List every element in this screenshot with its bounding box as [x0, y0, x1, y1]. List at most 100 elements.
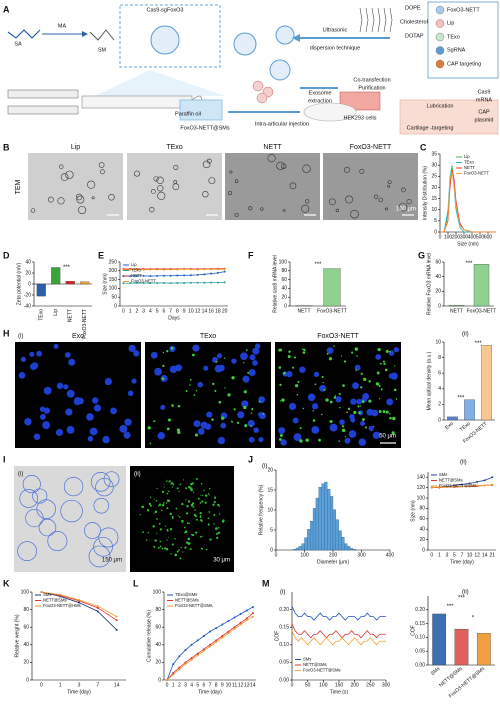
- nucleus: [252, 360, 258, 366]
- point: [196, 639, 199, 642]
- green-signal: [171, 486, 174, 488]
- green-signal: [250, 424, 252, 427]
- schematic-label: MA: [58, 23, 67, 29]
- green-signal: [211, 418, 214, 421]
- green-signal: [200, 494, 202, 496]
- lipid: [371, 7, 375, 33]
- schematic-label: Ultrasonic: [323, 27, 348, 33]
- x-axis-title: Time (day): [450, 559, 474, 565]
- x-tick-label: 21: [489, 552, 495, 558]
- nucleus: [237, 411, 245, 419]
- green-signal: [156, 487, 158, 490]
- x-tick-label: 7: [169, 308, 172, 314]
- green-signal: [205, 548, 208, 551]
- particle: [228, 191, 233, 196]
- x-tick-label: 7: [96, 682, 99, 688]
- x-tick-label: 14: [482, 552, 488, 558]
- nucleus: [73, 398, 81, 406]
- green-signal: [322, 382, 324, 384]
- nucleus: [127, 390, 134, 397]
- schematic-label: CAP targeting: [447, 61, 481, 67]
- green-signal: [321, 375, 324, 378]
- significance: ***: [457, 396, 465, 402]
- x-tick-label: FoxO3-NETT: [82, 309, 88, 339]
- particle: [87, 180, 96, 189]
- nucleus: [319, 384, 327, 392]
- point: [210, 281, 213, 284]
- green-signal: [163, 486, 165, 488]
- point: [184, 661, 187, 664]
- y-tick-label: 100: [279, 259, 288, 265]
- particle: [153, 176, 159, 182]
- sa-chain: [7, 29, 41, 39]
- green-signal: [154, 510, 158, 514]
- green-signal: [177, 404, 181, 408]
- x-axis-title: Time (s): [330, 689, 348, 695]
- x-tick-label: 150: [335, 682, 344, 688]
- histogram-bar: [341, 537, 345, 551]
- x-tick-label: 0: [166, 682, 169, 688]
- nucleus: [197, 381, 203, 388]
- nucleus: [86, 413, 94, 421]
- green-signal: [187, 542, 191, 546]
- x-tick-label: 600: [484, 234, 493, 240]
- x-tick-label: NETT: [450, 308, 463, 314]
- green-signal: [344, 436, 347, 438]
- nucleus: [253, 427, 259, 433]
- y-axis-title: Size (nm): [410, 500, 416, 522]
- point: [223, 268, 226, 271]
- point: [215, 639, 218, 642]
- green-signal: [360, 386, 363, 389]
- histogram-bar: [318, 487, 322, 551]
- point: [216, 268, 219, 271]
- x-tick-label: 20: [222, 308, 228, 314]
- green-signal: [202, 494, 204, 497]
- y-axis-title: Zeta potential (mV): [16, 262, 22, 305]
- y-tick-label: 0.15: [279, 625, 289, 631]
- point: [129, 275, 132, 278]
- y-tick-label: 100: [417, 495, 426, 501]
- green-signal: [195, 531, 198, 534]
- tem-image: [28, 153, 123, 220]
- y-tick-label: 80: [23, 607, 29, 613]
- green-signal: [194, 515, 197, 518]
- point: [239, 621, 242, 624]
- point: [216, 281, 219, 284]
- particle: [305, 199, 310, 204]
- x-tick-label: 0: [439, 234, 442, 240]
- sub-label: (ii): [462, 332, 469, 338]
- nucleus: [288, 402, 297, 411]
- legend-label: NETT@SMs: [43, 598, 67, 603]
- green-signal: [162, 502, 165, 504]
- green-signal: [363, 377, 367, 381]
- legend-icon: [435, 19, 445, 28]
- point: [196, 652, 199, 655]
- green-signal: [236, 421, 240, 425]
- green-signal: [156, 532, 158, 534]
- panel-label: A: [3, 4, 10, 14]
- x-axis-title: Time (day): [67, 689, 91, 695]
- syringe: [7, 105, 79, 115]
- green-signal: [224, 387, 226, 389]
- x-tick-label: 6: [202, 682, 205, 688]
- x-tick-label: 400: [386, 552, 395, 558]
- point: [169, 268, 172, 271]
- green-signal: [183, 526, 186, 529]
- y-tick-label: 140: [417, 475, 426, 481]
- green-signal: [177, 430, 181, 435]
- schematic-label: Lubrication: [427, 103, 454, 109]
- series-line: [291, 623, 386, 639]
- green-signal: [170, 483, 172, 485]
- green-signal: [312, 410, 315, 412]
- y-axis-title: Intensity Distribution (%): [422, 166, 428, 221]
- point: [468, 485, 471, 488]
- nucleus: [18, 371, 26, 379]
- particle: [234, 212, 239, 217]
- x-tick-label: 1: [172, 682, 175, 688]
- point: [172, 663, 175, 666]
- y-tick-label: 20: [281, 295, 287, 301]
- green-signal: [195, 390, 198, 392]
- nucleus: [372, 431, 381, 439]
- legend-label: Lip: [131, 262, 137, 267]
- bar: [65, 281, 75, 285]
